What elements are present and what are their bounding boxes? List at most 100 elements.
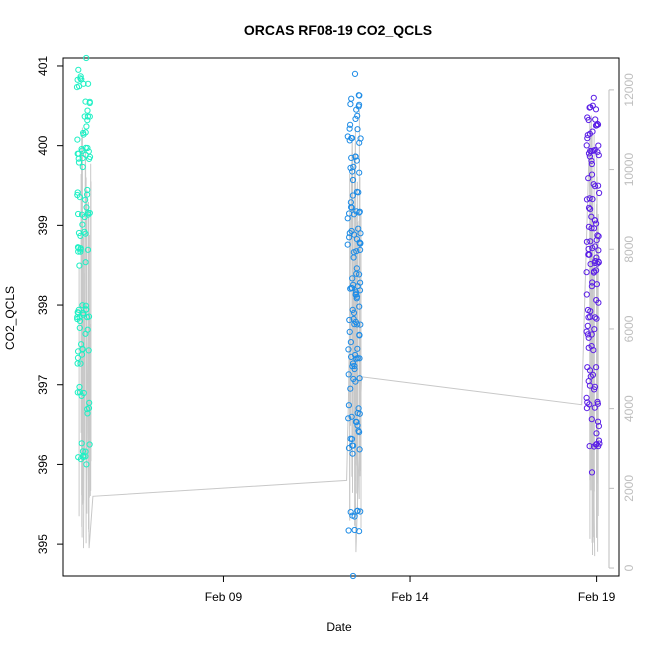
co2-point bbox=[584, 322, 591, 329]
co2-point bbox=[354, 409, 361, 417]
co2-point bbox=[345, 445, 353, 452]
co2-point bbox=[356, 303, 363, 310]
co2-point bbox=[592, 441, 600, 448]
co2-point bbox=[594, 121, 602, 128]
co2-point bbox=[78, 440, 85, 447]
co2-point bbox=[591, 386, 598, 393]
co2-point bbox=[587, 238, 594, 245]
co2-point bbox=[73, 84, 81, 91]
co2-point bbox=[350, 163, 357, 170]
co2-point bbox=[74, 354, 82, 361]
co2-point bbox=[586, 251, 593, 258]
co2-point bbox=[587, 104, 594, 111]
co2-point bbox=[346, 234, 353, 241]
co2-point bbox=[345, 415, 352, 422]
co2-point bbox=[586, 382, 594, 389]
co2-point bbox=[590, 94, 597, 101]
co2-point bbox=[348, 413, 355, 420]
co2-point bbox=[349, 306, 356, 313]
co2-point bbox=[346, 230, 353, 237]
co2-point bbox=[350, 309, 358, 316]
co2-point bbox=[593, 430, 600, 437]
co2-point bbox=[83, 123, 90, 130]
co2-point bbox=[83, 54, 90, 62]
co2-point bbox=[356, 332, 363, 339]
co2-point bbox=[344, 241, 351, 248]
chart-title: ORCAS RF08-19 CO2_QCLS bbox=[244, 22, 432, 38]
co2-point bbox=[84, 406, 91, 413]
co2-point bbox=[79, 163, 86, 171]
co2-point bbox=[352, 351, 359, 359]
co2-point bbox=[356, 287, 364, 294]
co2-point bbox=[350, 249, 357, 256]
co2-point bbox=[591, 243, 599, 250]
co2-point bbox=[347, 101, 354, 108]
co2-point bbox=[85, 148, 92, 155]
co2-point bbox=[349, 275, 356, 282]
co2-point bbox=[355, 189, 362, 196]
x-axis-label: Date bbox=[326, 620, 352, 634]
co2-point bbox=[586, 443, 593, 450]
co2-point bbox=[352, 291, 359, 298]
co2-point bbox=[357, 508, 364, 515]
co2-point bbox=[588, 416, 595, 423]
co2-point bbox=[77, 232, 84, 239]
right-y-tick-label: 6000 bbox=[622, 315, 636, 342]
co2-point bbox=[355, 103, 362, 110]
co2-point bbox=[349, 572, 357, 580]
co2-point bbox=[357, 279, 364, 286]
co2-point bbox=[587, 206, 594, 213]
co2-point bbox=[356, 375, 363, 382]
y-tick-label: 399 bbox=[36, 215, 50, 235]
co2-point bbox=[79, 302, 86, 309]
y-tick-label: 395 bbox=[36, 534, 50, 554]
co2-point bbox=[356, 271, 363, 278]
co2-point bbox=[344, 215, 351, 222]
co2-point bbox=[355, 225, 362, 232]
co2-point bbox=[591, 217, 599, 224]
x-tick-label: Feb 19 bbox=[578, 590, 616, 604]
co2-point bbox=[584, 331, 592, 338]
co2-point bbox=[84, 107, 91, 114]
co2-point bbox=[74, 315, 81, 323]
co2-point bbox=[345, 527, 352, 534]
co2-point bbox=[75, 159, 83, 166]
co2-point bbox=[592, 257, 599, 265]
co2-point bbox=[347, 121, 354, 128]
co2-point bbox=[356, 528, 363, 535]
co2-point bbox=[75, 306, 82, 313]
co2-point bbox=[84, 191, 91, 198]
co2-point bbox=[345, 402, 352, 409]
co2-point bbox=[585, 314, 592, 321]
co2-point bbox=[349, 192, 356, 199]
co2-point bbox=[82, 330, 89, 337]
co2-point bbox=[350, 281, 357, 288]
co2-point bbox=[589, 128, 596, 135]
co2-point bbox=[85, 80, 92, 87]
co2-point bbox=[86, 99, 93, 107]
co2-point bbox=[74, 389, 81, 396]
co2-point bbox=[593, 441, 600, 448]
right-y-tick-label: 12000 bbox=[622, 73, 636, 107]
co2-point bbox=[74, 189, 81, 196]
co2-point bbox=[354, 112, 361, 119]
co2-point bbox=[354, 345, 361, 352]
co2-point bbox=[584, 364, 591, 371]
co2-point bbox=[77, 360, 84, 367]
co2-point bbox=[84, 113, 92, 120]
co2-point bbox=[346, 316, 353, 324]
co2-point bbox=[593, 315, 600, 322]
co2-point bbox=[349, 135, 356, 142]
co2-point bbox=[347, 508, 354, 516]
co2-point bbox=[595, 142, 602, 149]
co2-point bbox=[349, 450, 356, 457]
co2-point bbox=[348, 285, 356, 292]
co2-point bbox=[352, 418, 359, 425]
co2-point bbox=[594, 398, 601, 405]
co2-point bbox=[80, 129, 87, 137]
co2-point bbox=[593, 237, 600, 244]
co2-point bbox=[74, 76, 81, 83]
co2-point bbox=[585, 175, 592, 182]
co2-point bbox=[588, 213, 595, 220]
y-axis: 395 396 397 398 399 400 401 bbox=[36, 56, 63, 554]
